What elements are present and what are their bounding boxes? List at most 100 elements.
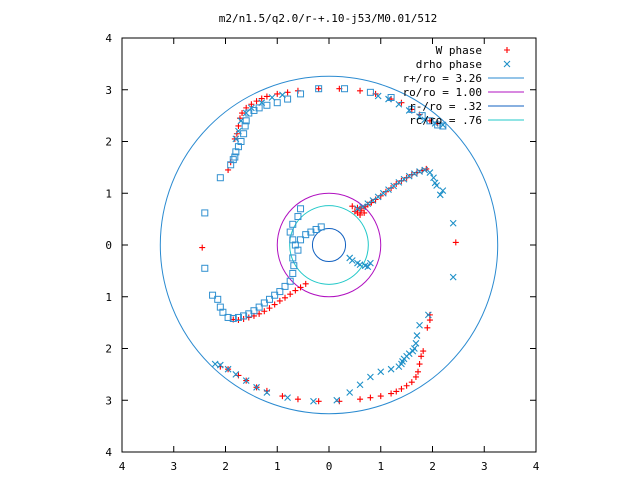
drho-phase-point bbox=[253, 383, 260, 391]
w-phase-point bbox=[398, 385, 405, 392]
w-phase-point bbox=[258, 95, 265, 102]
drho-phase-point bbox=[379, 189, 387, 197]
y-tick-label: 0 bbox=[105, 239, 112, 252]
drho-phase-point bbox=[449, 219, 457, 227]
drho-phase-point bbox=[374, 193, 382, 201]
drho-square-point bbox=[297, 236, 305, 244]
drho-phase-point bbox=[232, 370, 240, 378]
drho-phase-point bbox=[364, 200, 372, 207]
x-tick-label: 0 bbox=[326, 460, 333, 473]
w-phase-point bbox=[302, 280, 309, 287]
y-tick-label: 3 bbox=[105, 394, 112, 407]
drho-square-point bbox=[297, 205, 305, 213]
drho-square-point bbox=[260, 299, 268, 307]
legend-cross-swatch bbox=[503, 60, 511, 68]
data-points bbox=[199, 85, 459, 405]
y-tick-label: 4 bbox=[105, 32, 112, 45]
w-phase-point bbox=[231, 135, 238, 142]
w-phase-point bbox=[416, 361, 423, 368]
legend-label: r-/ro = .32 bbox=[409, 100, 482, 113]
x-tick-label: 1 bbox=[377, 460, 384, 473]
y-tick-label: 3 bbox=[105, 84, 112, 97]
drho-phase-point bbox=[385, 186, 392, 194]
w-phase-point bbox=[418, 353, 425, 360]
w-phase-point bbox=[287, 291, 294, 298]
drho-phase-point bbox=[224, 365, 232, 373]
x-tick-label: 2 bbox=[429, 460, 436, 473]
drho-phase-point bbox=[374, 92, 382, 100]
drho-phase-point bbox=[421, 166, 429, 174]
drho-phase-point bbox=[431, 179, 439, 187]
drho-square-point bbox=[418, 112, 426, 120]
circle-r-o bbox=[276, 192, 382, 298]
drho-phase-point bbox=[242, 377, 250, 384]
legend-label: ro/ro = 1.00 bbox=[403, 86, 482, 99]
drho-phase-point bbox=[284, 394, 291, 402]
w-phase-point bbox=[292, 287, 299, 294]
drho-phase-point bbox=[426, 169, 434, 176]
drho-phase-point bbox=[359, 203, 367, 211]
w-phase-point bbox=[279, 393, 286, 400]
w-phase-point bbox=[253, 98, 260, 105]
w-phase-point bbox=[276, 297, 283, 304]
x-tick-label: 1 bbox=[274, 460, 281, 473]
w-phase-point bbox=[271, 301, 278, 308]
w-phase-point bbox=[377, 393, 384, 400]
drho-square-point bbox=[426, 117, 434, 125]
drho-square-point bbox=[265, 295, 273, 303]
legend-label: r+/ro = 3.26 bbox=[403, 72, 482, 85]
legend-label: rc/ro = .76 bbox=[409, 114, 482, 127]
drho-square-point bbox=[439, 122, 447, 130]
w-phase-point bbox=[403, 382, 410, 389]
drho-square-point bbox=[276, 288, 284, 296]
w-phase-point bbox=[282, 294, 289, 301]
drho-square-point bbox=[245, 310, 253, 318]
w-phase-point bbox=[420, 348, 427, 355]
x-tick-label: 4 bbox=[533, 460, 540, 473]
drho-phase-point bbox=[356, 261, 364, 269]
y-tick-label: 1 bbox=[105, 187, 112, 200]
drho-phase-point bbox=[390, 182, 398, 190]
w-phase-point bbox=[424, 324, 431, 331]
w-phase-point bbox=[315, 85, 322, 92]
drho-square-point bbox=[234, 313, 242, 321]
w-phase-point bbox=[357, 396, 364, 403]
circle-r-plus bbox=[159, 75, 499, 415]
drho-square-point bbox=[224, 313, 232, 321]
drho-phase-point bbox=[412, 339, 420, 347]
drho-phase-point bbox=[367, 259, 374, 267]
drho-phase-point bbox=[377, 368, 385, 376]
drho-phase-point bbox=[430, 174, 437, 182]
drho-phase-point bbox=[416, 321, 423, 329]
legend-label: W phase bbox=[436, 44, 482, 57]
drho-phase-point bbox=[395, 100, 403, 108]
drho-square-point bbox=[289, 220, 297, 228]
drho-square-point bbox=[286, 228, 294, 236]
drho-square-point bbox=[271, 291, 279, 299]
w-phase-point bbox=[412, 373, 419, 380]
w-phase-point bbox=[315, 398, 322, 405]
drho-square-point bbox=[434, 121, 442, 129]
drho-phase-point bbox=[348, 257, 356, 264]
x-tick-label: 4 bbox=[119, 460, 126, 473]
drho-phase-point bbox=[409, 347, 417, 355]
drho-phase-point bbox=[216, 361, 224, 369]
drho-phase-point bbox=[354, 205, 361, 213]
legend-plus-swatch bbox=[504, 47, 510, 53]
w-phase-point bbox=[364, 201, 371, 208]
x-tick-label: 2 bbox=[222, 460, 229, 473]
drho-square-point bbox=[201, 209, 209, 217]
chart-title: m2/n1.5/q2.0/r-+.10-j53/M0.01/512 bbox=[219, 12, 438, 25]
drho-phase-point bbox=[424, 311, 432, 319]
drho-square-point bbox=[216, 303, 224, 311]
w-phase-point bbox=[393, 388, 400, 395]
y-tick-label: 2 bbox=[105, 343, 112, 356]
drho-square-point bbox=[387, 94, 395, 102]
w-phase-point bbox=[388, 390, 395, 397]
drho-square-point bbox=[341, 85, 349, 93]
y-tick-label: 4 bbox=[105, 446, 112, 459]
drho-square-point bbox=[229, 314, 237, 322]
w-phase-point bbox=[233, 130, 240, 137]
